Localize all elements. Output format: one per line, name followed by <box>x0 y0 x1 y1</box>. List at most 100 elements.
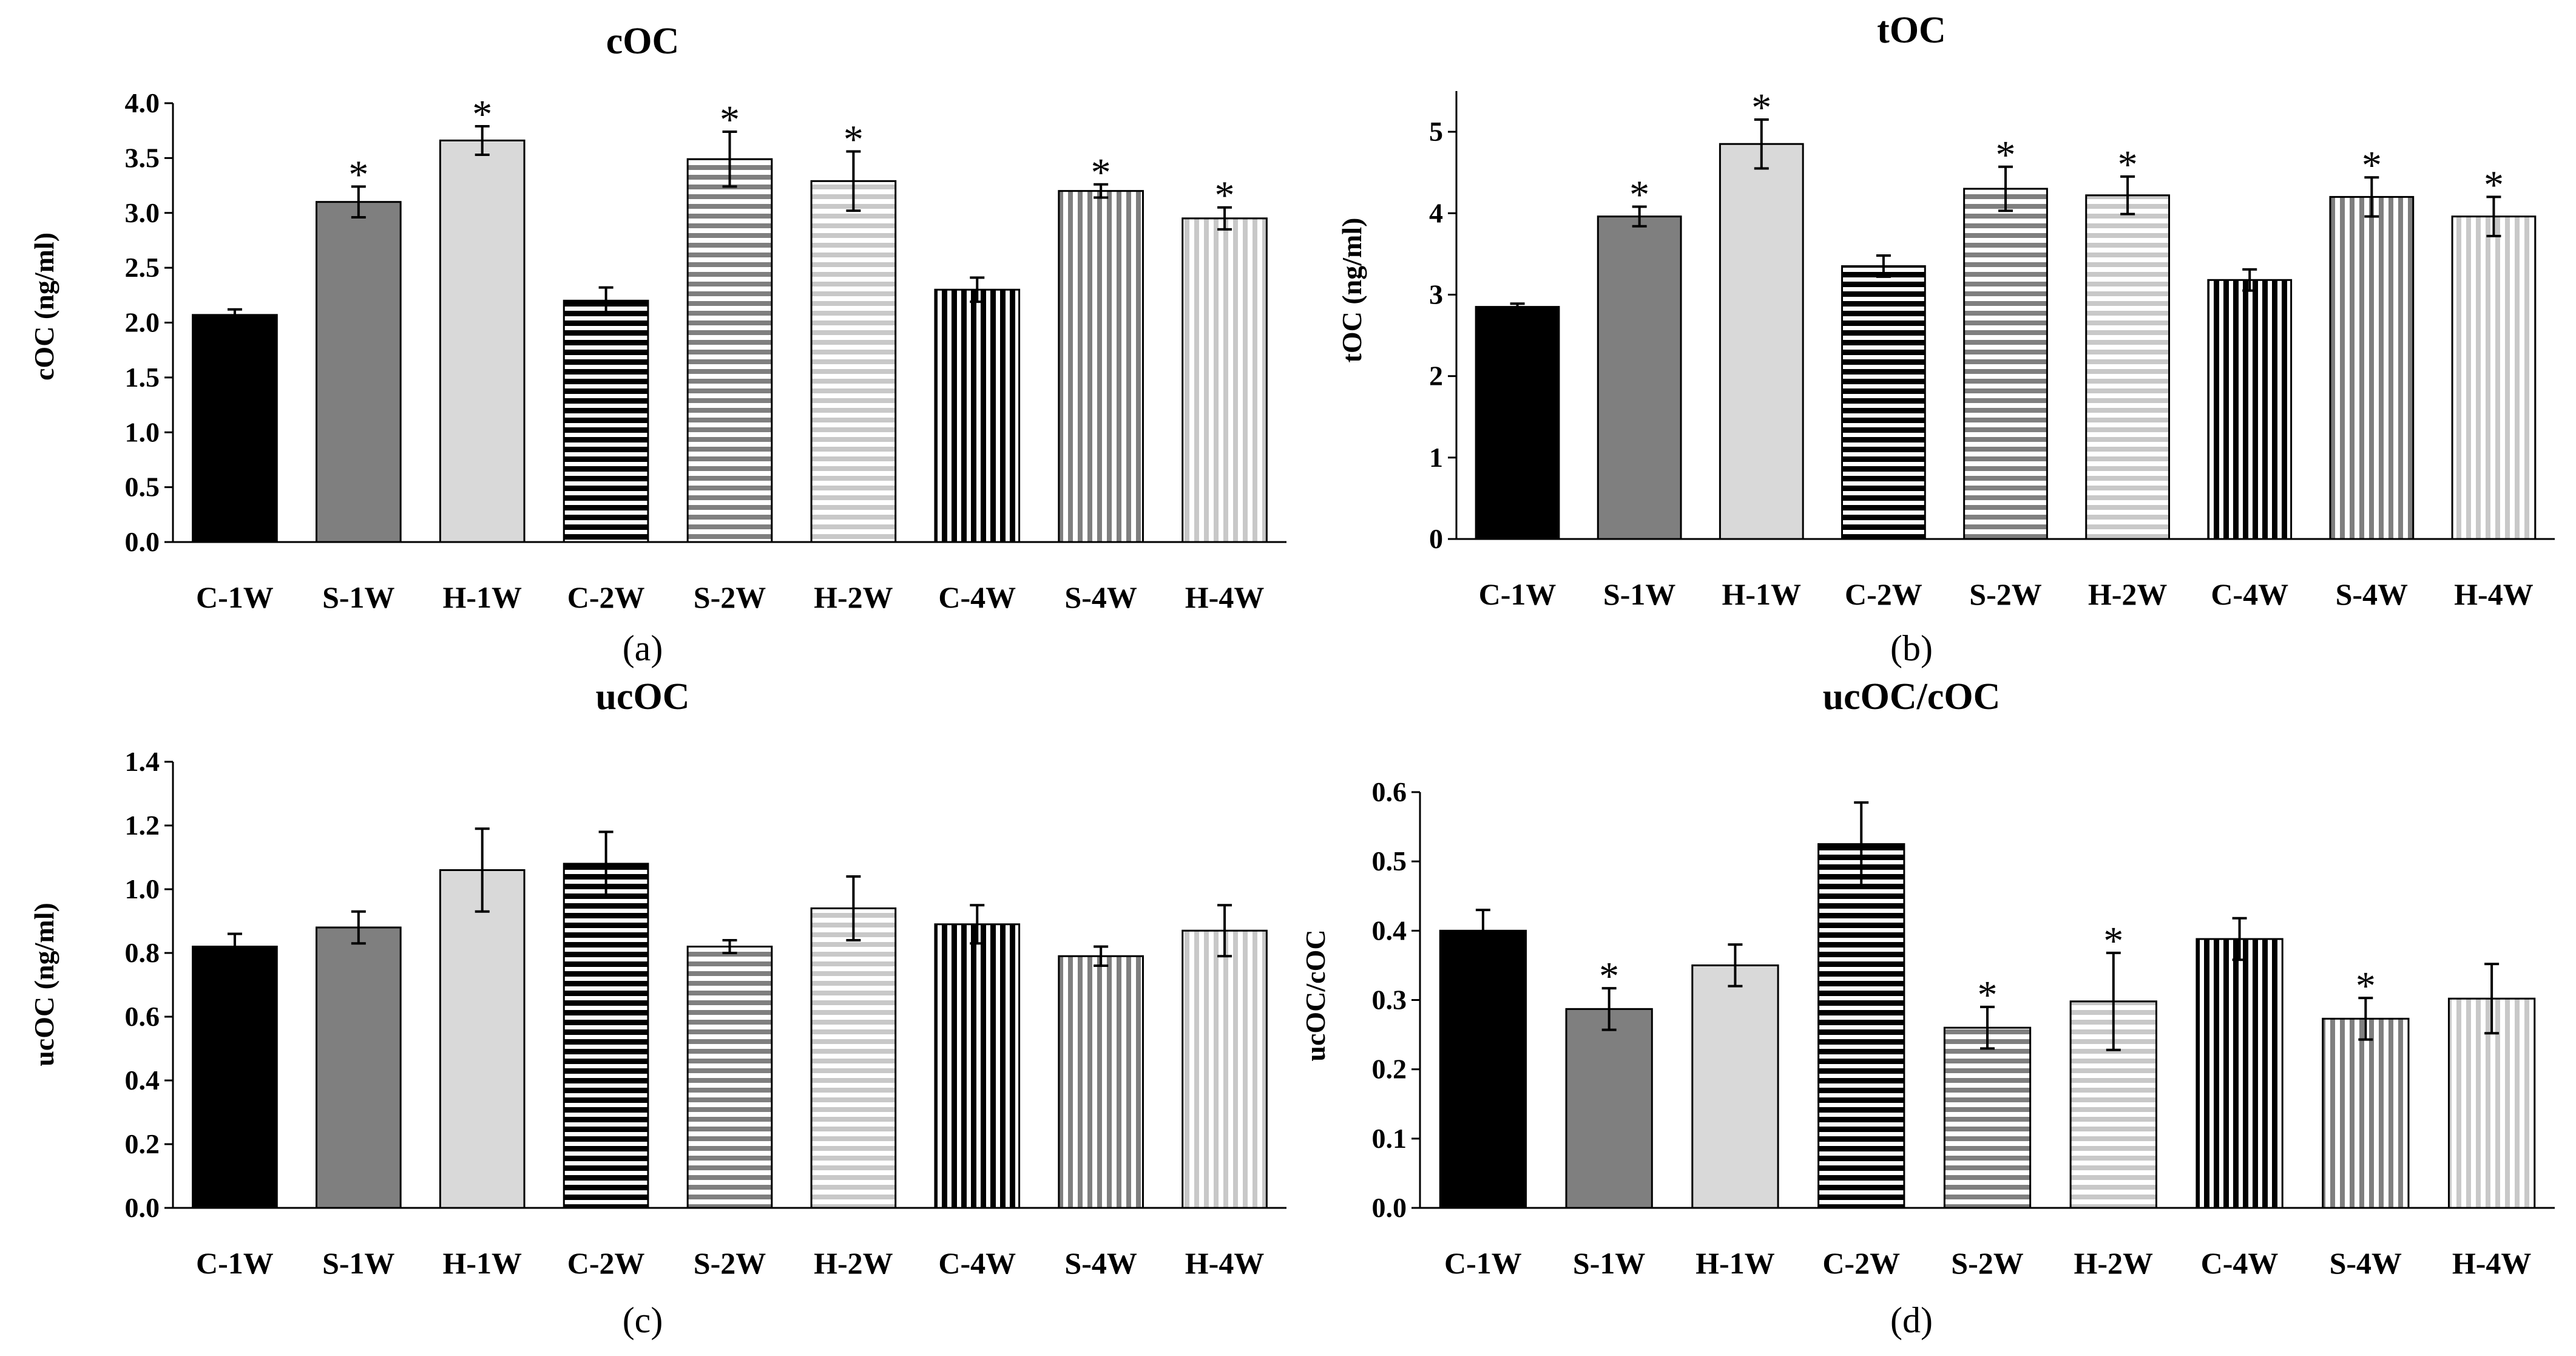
bar <box>563 863 649 1209</box>
x-tick-label: C-4W <box>938 580 1016 614</box>
error-bar <box>2486 195 2501 237</box>
x-tick-label: S-4W <box>2336 577 2408 611</box>
y-tick-label: 0.6 <box>1372 776 1407 807</box>
x-tick-label: C-4W <box>2201 1246 2279 1280</box>
bar <box>1565 1008 1653 1209</box>
x-tick-label: S-1W <box>1573 1246 1645 1280</box>
y-tick-label: 0.5 <box>1372 846 1407 876</box>
error-bar <box>2364 176 2379 218</box>
x-tick-label: C-1W <box>1479 577 1557 611</box>
x-tick-label: H-2W <box>2088 577 2168 611</box>
x-tick-label: S-2W <box>694 1246 766 1280</box>
x-tick-label: C-4W <box>938 1246 1016 1280</box>
bar <box>1963 188 2048 540</box>
panel-label: (b) <box>1890 628 1933 668</box>
x-tick-label: H-4W <box>2452 1246 2532 1280</box>
error-bar <box>1998 165 2013 212</box>
y-tick-label: 0.0 <box>125 526 160 557</box>
y-tick-label: 0.2 <box>1372 1054 1407 1085</box>
plot-area: 0.0 0.1 0.2 0.3 0.4 0.5 0.6 C-1W * S-1W H-1W C-2W * S… <box>1372 776 2555 1280</box>
y-axis-label: cOC (ng/ml) <box>29 232 59 381</box>
bar <box>686 158 773 543</box>
bar <box>2196 938 2284 1209</box>
x-tick-label: H-1W <box>1695 1246 1775 1280</box>
significance-marker: * <box>843 118 864 162</box>
y-tick-label: 0.5 <box>125 472 160 503</box>
error-bar <box>1601 987 1617 1031</box>
bar <box>1841 265 1926 540</box>
significance-marker: * <box>2103 919 2123 963</box>
y-tick-label: 1.5 <box>125 362 160 393</box>
y-tick-label: 1.0 <box>125 416 160 447</box>
y-tick-label: 3.0 <box>125 197 160 228</box>
error-bar <box>1876 254 1891 278</box>
bar <box>1597 215 1682 540</box>
x-tick-label: H-1W <box>442 1246 522 1280</box>
y-tick-label: 0 <box>1429 523 1443 554</box>
y-tick-label: 0.6 <box>125 1001 160 1032</box>
y-tick-label: 0.4 <box>1372 915 1407 946</box>
y-tick-label: 4.0 <box>125 87 160 118</box>
x-tick-label: S-2W <box>694 580 766 614</box>
significance-marker: * <box>1599 954 1619 998</box>
x-tick-label: H-4W <box>1185 580 1265 614</box>
y-tick-label: 3 <box>1429 279 1443 310</box>
bar <box>2329 195 2415 540</box>
significance-marker: * <box>2484 163 2504 207</box>
significance-marker: * <box>2362 143 2382 188</box>
bar <box>2207 279 2293 540</box>
significance-marker: * <box>1629 173 1649 217</box>
bar <box>439 139 526 543</box>
error-bar <box>1217 206 1232 231</box>
x-tick-label: S-1W <box>322 1246 394 1280</box>
error-bar <box>475 124 490 156</box>
x-tick-label: H-4W <box>1185 1246 1265 1280</box>
panel-label: (d) <box>1890 1300 1933 1340</box>
x-tick-label: S-1W <box>322 580 394 614</box>
bar <box>2085 194 2170 540</box>
panel-label: (c) <box>623 1300 663 1340</box>
y-axis-label: ucOC (ng/ml) <box>29 903 59 1066</box>
plot-area: 0 1 2 3 4 5 C-1W * S-1W * H-1W C-2W * S-2W * H-2W C-4W * S… <box>1429 86 2555 611</box>
x-tick-label: H-2W <box>814 1246 893 1280</box>
y-tick-label: 2.5 <box>125 252 160 283</box>
bar <box>1182 217 1268 543</box>
chart-title: tOC <box>1877 10 1946 51</box>
bar <box>1475 306 1560 540</box>
bar <box>439 869 526 1209</box>
bar <box>810 907 897 1209</box>
error-bar <box>1854 801 1869 887</box>
chart-title: cOC <box>606 21 680 62</box>
x-tick-label: C-2W <box>1845 577 1922 611</box>
y-tick-label: 0.1 <box>1372 1123 1407 1154</box>
x-tick-label: S-4W <box>1064 1246 1137 1280</box>
x-tick-label: H-4W <box>2454 577 2534 611</box>
significance-marker: * <box>1751 86 1771 130</box>
significance-marker: * <box>472 92 492 137</box>
x-tick-label: H-1W <box>442 580 522 614</box>
y-tick-label: 4 <box>1429 197 1443 228</box>
significance-marker: * <box>1215 174 1235 218</box>
y-tick-label: 0.8 <box>125 937 160 968</box>
x-tick-label: C-2W <box>567 580 645 614</box>
error-bar <box>598 286 614 316</box>
chart-title: ucOC/cOC <box>1823 676 2001 717</box>
error-bar <box>1632 205 1647 228</box>
bar <box>1817 843 1905 1209</box>
error-bar <box>227 308 242 322</box>
plot-area: 0.0 0.2 0.4 0.6 0.8 1.0 1.2 1.4 C-1W S-1W H-1W C-2W… <box>125 746 1286 1280</box>
error-bar <box>351 910 366 945</box>
x-tick-label: S-2W <box>1969 577 2041 611</box>
chart-panel-b: tOC tOC (ng/ml) (b) 0 1 2 3 4 5 C-1W * S-1W * H-1W… <box>1336 10 2555 668</box>
y-tick-label: 5 <box>1429 116 1443 147</box>
x-tick-label: S-4W <box>1064 580 1137 614</box>
bar <box>192 314 278 543</box>
bar <box>316 201 402 543</box>
significance-marker: * <box>1996 133 2016 177</box>
chart-panel-d: ucOC/cOC ucOC/cOC (d) 0.0 0.1 0.2 0.3 0.4 0.5… <box>1300 676 2555 1340</box>
bar <box>2451 215 2537 540</box>
bar <box>192 946 278 1209</box>
significance-marker: * <box>1978 973 1998 1017</box>
bar <box>1691 964 1779 1209</box>
